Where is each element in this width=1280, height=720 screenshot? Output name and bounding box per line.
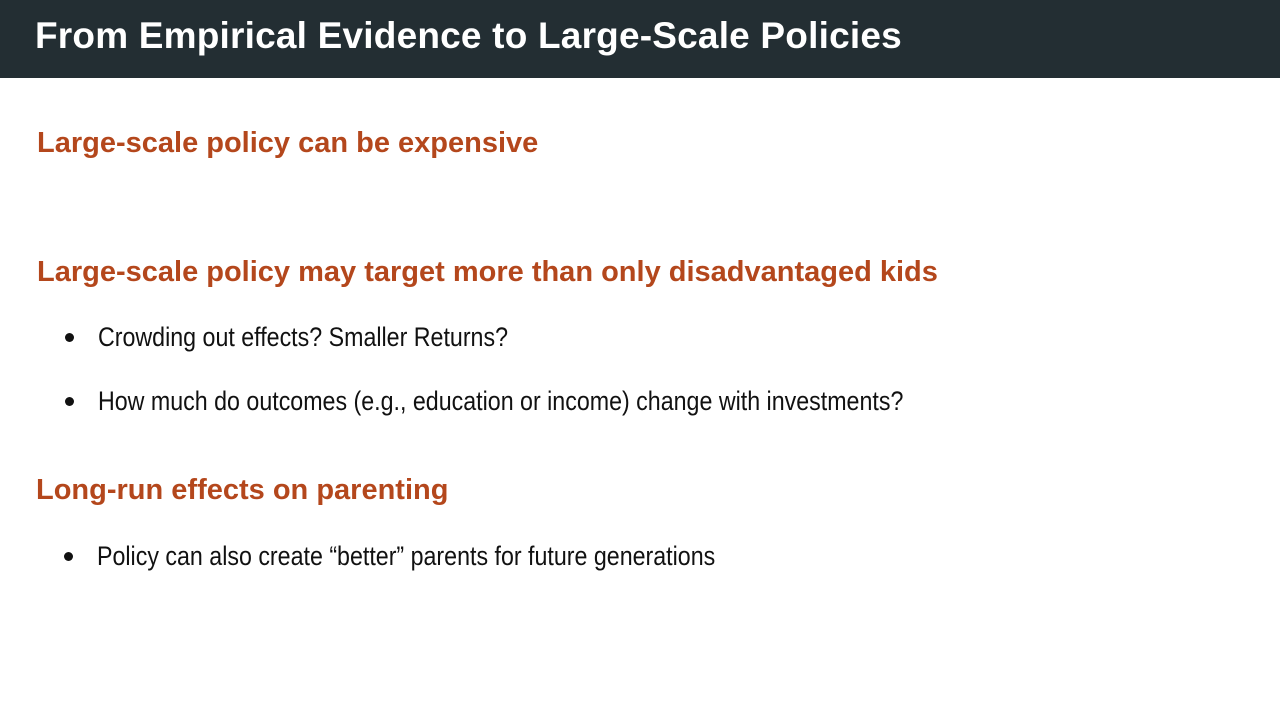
bullet-dot (65, 397, 74, 406)
bullet-better-parents: Policy can also create “better” parents … (97, 541, 716, 571)
heading-parenting: Long-run effects on parenting (36, 474, 449, 506)
bullet-crowding-out: Crowding out effects? Smaller Returns? (98, 322, 508, 352)
title-bar: From Empirical Evidence to Large-Scale P… (0, 0, 1280, 78)
heading-expensive: Large-scale policy can be expensive (37, 127, 539, 159)
bullet-dot (65, 333, 74, 342)
heading-target: Large-scale policy may target more than … (37, 256, 938, 288)
slide-title: From Empirical Evidence to Large-Scale P… (35, 15, 902, 56)
bullet-dot (64, 552, 73, 561)
bullet-outcomes: How much do outcomes (e.g., education or… (98, 386, 904, 416)
